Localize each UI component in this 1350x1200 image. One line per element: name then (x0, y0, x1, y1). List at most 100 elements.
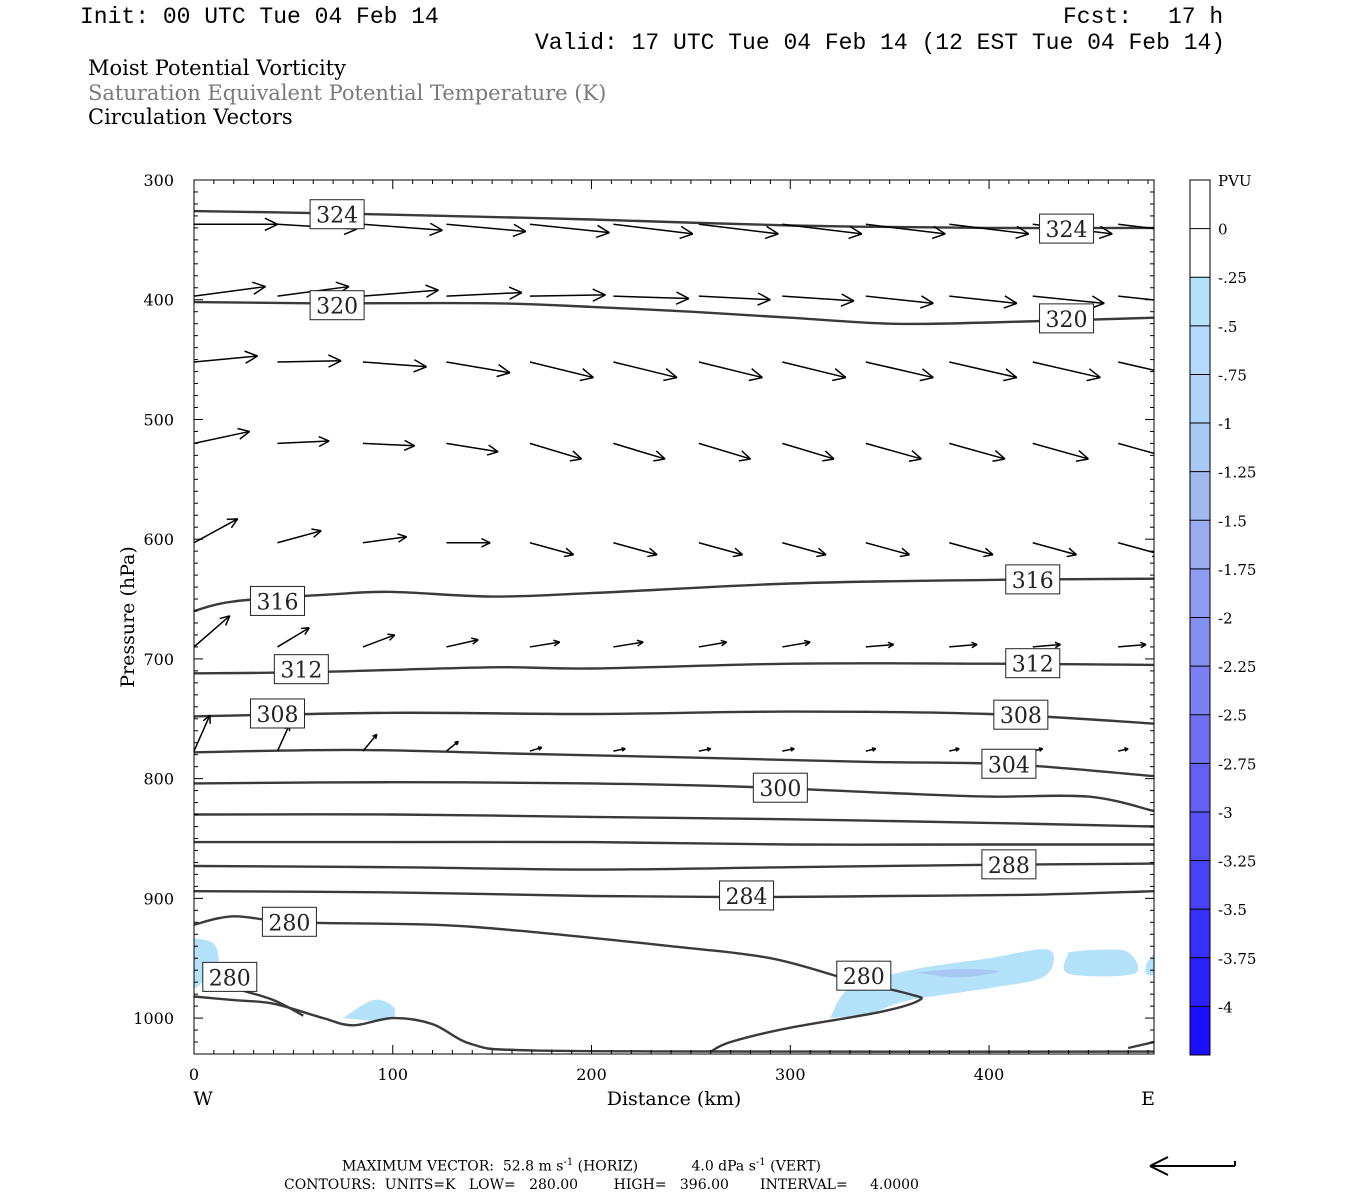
vector-arrow (1032, 361, 1101, 382)
x-tick-label: 0 (189, 1065, 199, 1084)
vector-arrow (529, 288, 606, 302)
y-axis-title: Pressure (hPa) (117, 546, 139, 688)
x-tick-label: 300 (775, 1065, 806, 1084)
colorbar-swatch (1190, 1006, 1210, 1056)
x-tick-label: 400 (974, 1065, 1005, 1084)
contour-280-11 (194, 915, 923, 1053)
colorbar-tick-label: -3.5 (1218, 901, 1247, 919)
pv-shading (194, 937, 1154, 1021)
y-tick-label: 800 (143, 770, 174, 789)
vector-arrow (1032, 442, 1089, 462)
contour-label: 280 (261, 906, 317, 937)
colorbar-tick-label: 0 (1218, 221, 1228, 239)
contour-label: 308 (249, 698, 305, 729)
x-tick-label: 200 (576, 1065, 607, 1084)
contour-label: 324 (309, 199, 365, 230)
colorbar-swatch (1190, 568, 1210, 618)
y-tick-label: 500 (143, 410, 174, 429)
vector-arrow (613, 542, 658, 558)
contour-label: 280 (202, 961, 258, 992)
vector-arrow (362, 733, 378, 752)
contour-label: 284 (719, 880, 775, 911)
contour-label: 324 (1039, 213, 1095, 244)
vector-arrow (529, 542, 575, 558)
pv-region-5 (915, 968, 999, 978)
vector-arrow (613, 223, 694, 240)
vector-arrow (1118, 747, 1129, 752)
colorbar-tick-label: -.75 (1218, 366, 1247, 384)
colorbar-swatch (1190, 714, 1210, 764)
svg-text:320: 320 (1046, 308, 1088, 333)
max-vector-horiz: 52.8 m s (502, 1158, 564, 1175)
vector-arrow (613, 291, 690, 305)
vector-arrow (865, 295, 934, 309)
contour-280-12 (194, 995, 1154, 1053)
contour-label: 312 (273, 654, 329, 685)
max-vector-line: MAXIMUM VECTOR: 52.8 m s-1 (HORIZ) 4.0 d… (342, 1158, 821, 1174)
contour-info: CONTOURS: UNITS=K LOW= 280.00 HIGH= 396.… (284, 1177, 919, 1193)
vector-arrow (1118, 442, 1154, 455)
contour-324-0 (194, 209, 1154, 230)
vector-arrow (446, 361, 511, 378)
max-vector-vert: 4.0 dPa s (691, 1158, 756, 1175)
field-title-mpv: Moist Potential Vorticity (88, 56, 346, 80)
colorbar-tick-label: -2 (1218, 610, 1233, 628)
svg-text:316: 316 (1012, 569, 1054, 594)
pv-region-3 (1063, 949, 1139, 977)
vector-arrow (1118, 223, 1154, 230)
colorbar-tick-label: -1.25 (1218, 464, 1256, 482)
svg-text:308: 308 (1000, 704, 1042, 729)
vector-arrow (446, 223, 527, 238)
vector-arrow (1032, 542, 1077, 558)
field-title-theta-es: Saturation Equivalent Potential Temperat… (88, 81, 607, 105)
colorbar-swatch (1190, 909, 1210, 959)
colorbar-tick-label: -3.75 (1218, 950, 1256, 968)
vector-arrow (613, 746, 626, 752)
contour-292-8 (194, 840, 1154, 846)
x-right-end-label: E (1141, 1088, 1155, 1110)
contour-296-7 (194, 813, 1154, 828)
vector-arrow (865, 747, 877, 752)
vector-arrow (782, 639, 811, 648)
valid-time: Valid: 17 UTC Tue 04 Feb 14 (12 EST Tue … (535, 30, 1226, 56)
vector-arrow (194, 281, 266, 297)
colorbar-tick-label: -2.25 (1218, 658, 1256, 676)
max-vector-label: MAXIMUM VECTOR: (342, 1158, 494, 1175)
pv-colorbar: PVU 0 -.25 -.5 -.75 -1 -1.25 -1.5 -1.75 -2 -2.25 -2… (1189, 172, 1256, 1056)
max-vector-vert-exp: -1 (755, 1157, 766, 1168)
colorbar-title: PVU (1218, 172, 1252, 190)
reference-vector-head-bottom (1149, 1165, 1169, 1176)
vector-arrow (362, 222, 443, 237)
max-vector-horiz-tag: (HORIZ) (577, 1158, 639, 1175)
vector-arrow (698, 442, 752, 462)
contour-label: 308 (993, 699, 1049, 730)
vector-arrow (865, 223, 946, 240)
vector-arrow (362, 633, 396, 648)
vector-arrow (949, 442, 1006, 462)
vector-arrow (698, 292, 771, 306)
colorbar-tick-label: -1.75 (1218, 561, 1256, 579)
vector-arrow (529, 639, 561, 648)
colorbar-tick-label: -3.25 (1218, 853, 1256, 871)
contour-308-4 (194, 710, 1154, 725)
y-tick-label: 900 (143, 889, 174, 908)
svg-text:288: 288 (988, 854, 1030, 879)
field-title-vectors: Circulation Vectors (88, 105, 293, 129)
vector-arrow (277, 354, 342, 368)
max-vector-horiz-exp: -1 (563, 1157, 574, 1168)
vector-arrow (277, 627, 310, 648)
plot-area (194, 180, 1154, 1054)
contour-label: 288 (981, 849, 1037, 880)
svg-text:280: 280 (843, 965, 885, 990)
contour-label: 316 (249, 585, 305, 616)
circulation-vectors (194, 217, 1154, 752)
vector-arrow (698, 223, 779, 240)
svg-text:280: 280 (209, 966, 251, 991)
vector-arrow (865, 542, 911, 558)
vector-arrow (446, 637, 479, 648)
vector-arrow (362, 284, 439, 298)
colorbar-tick-label: -.5 (1218, 318, 1237, 336)
colorbar-swatch (1190, 228, 1210, 278)
svg-text:312: 312 (280, 659, 322, 684)
